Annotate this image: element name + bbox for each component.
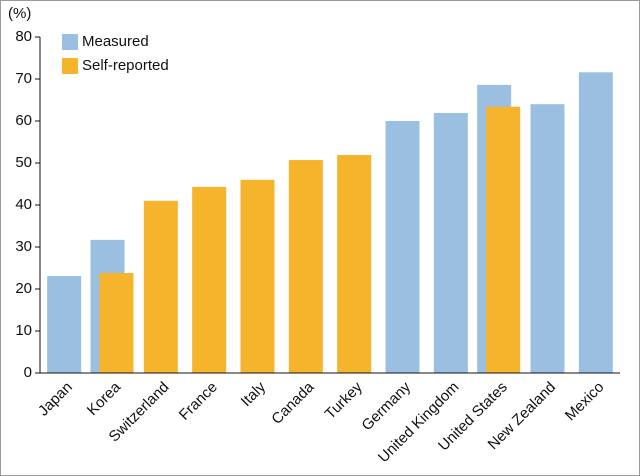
legend-swatch [62, 34, 78, 50]
bar [433, 113, 468, 374]
bar [385, 121, 420, 373]
y-axis-label: (%) [8, 5, 31, 22]
y-tick-label: 60 [15, 112, 32, 129]
legend-label: Self-reported [82, 57, 169, 74]
bar [530, 104, 565, 373]
y-tick-label: 20 [15, 280, 32, 297]
y-tick-label: 10 [15, 322, 32, 339]
legend-swatch [62, 58, 78, 74]
bar [192, 186, 227, 373]
y-tick-label: 70 [15, 70, 32, 87]
y-tick-label: 0 [24, 364, 32, 381]
bar [337, 155, 372, 373]
bar [240, 179, 275, 373]
bar [288, 160, 323, 373]
y-tick-label: 30 [15, 238, 32, 255]
bar [143, 200, 178, 373]
legend-label: Measured [82, 33, 149, 50]
bar [47, 275, 82, 373]
y-tick-label: 80 [15, 28, 32, 45]
bar [578, 72, 613, 373]
bar [99, 273, 134, 373]
bar [486, 106, 521, 373]
y-tick-label: 50 [15, 154, 32, 171]
y-tick-label: 40 [15, 196, 32, 213]
